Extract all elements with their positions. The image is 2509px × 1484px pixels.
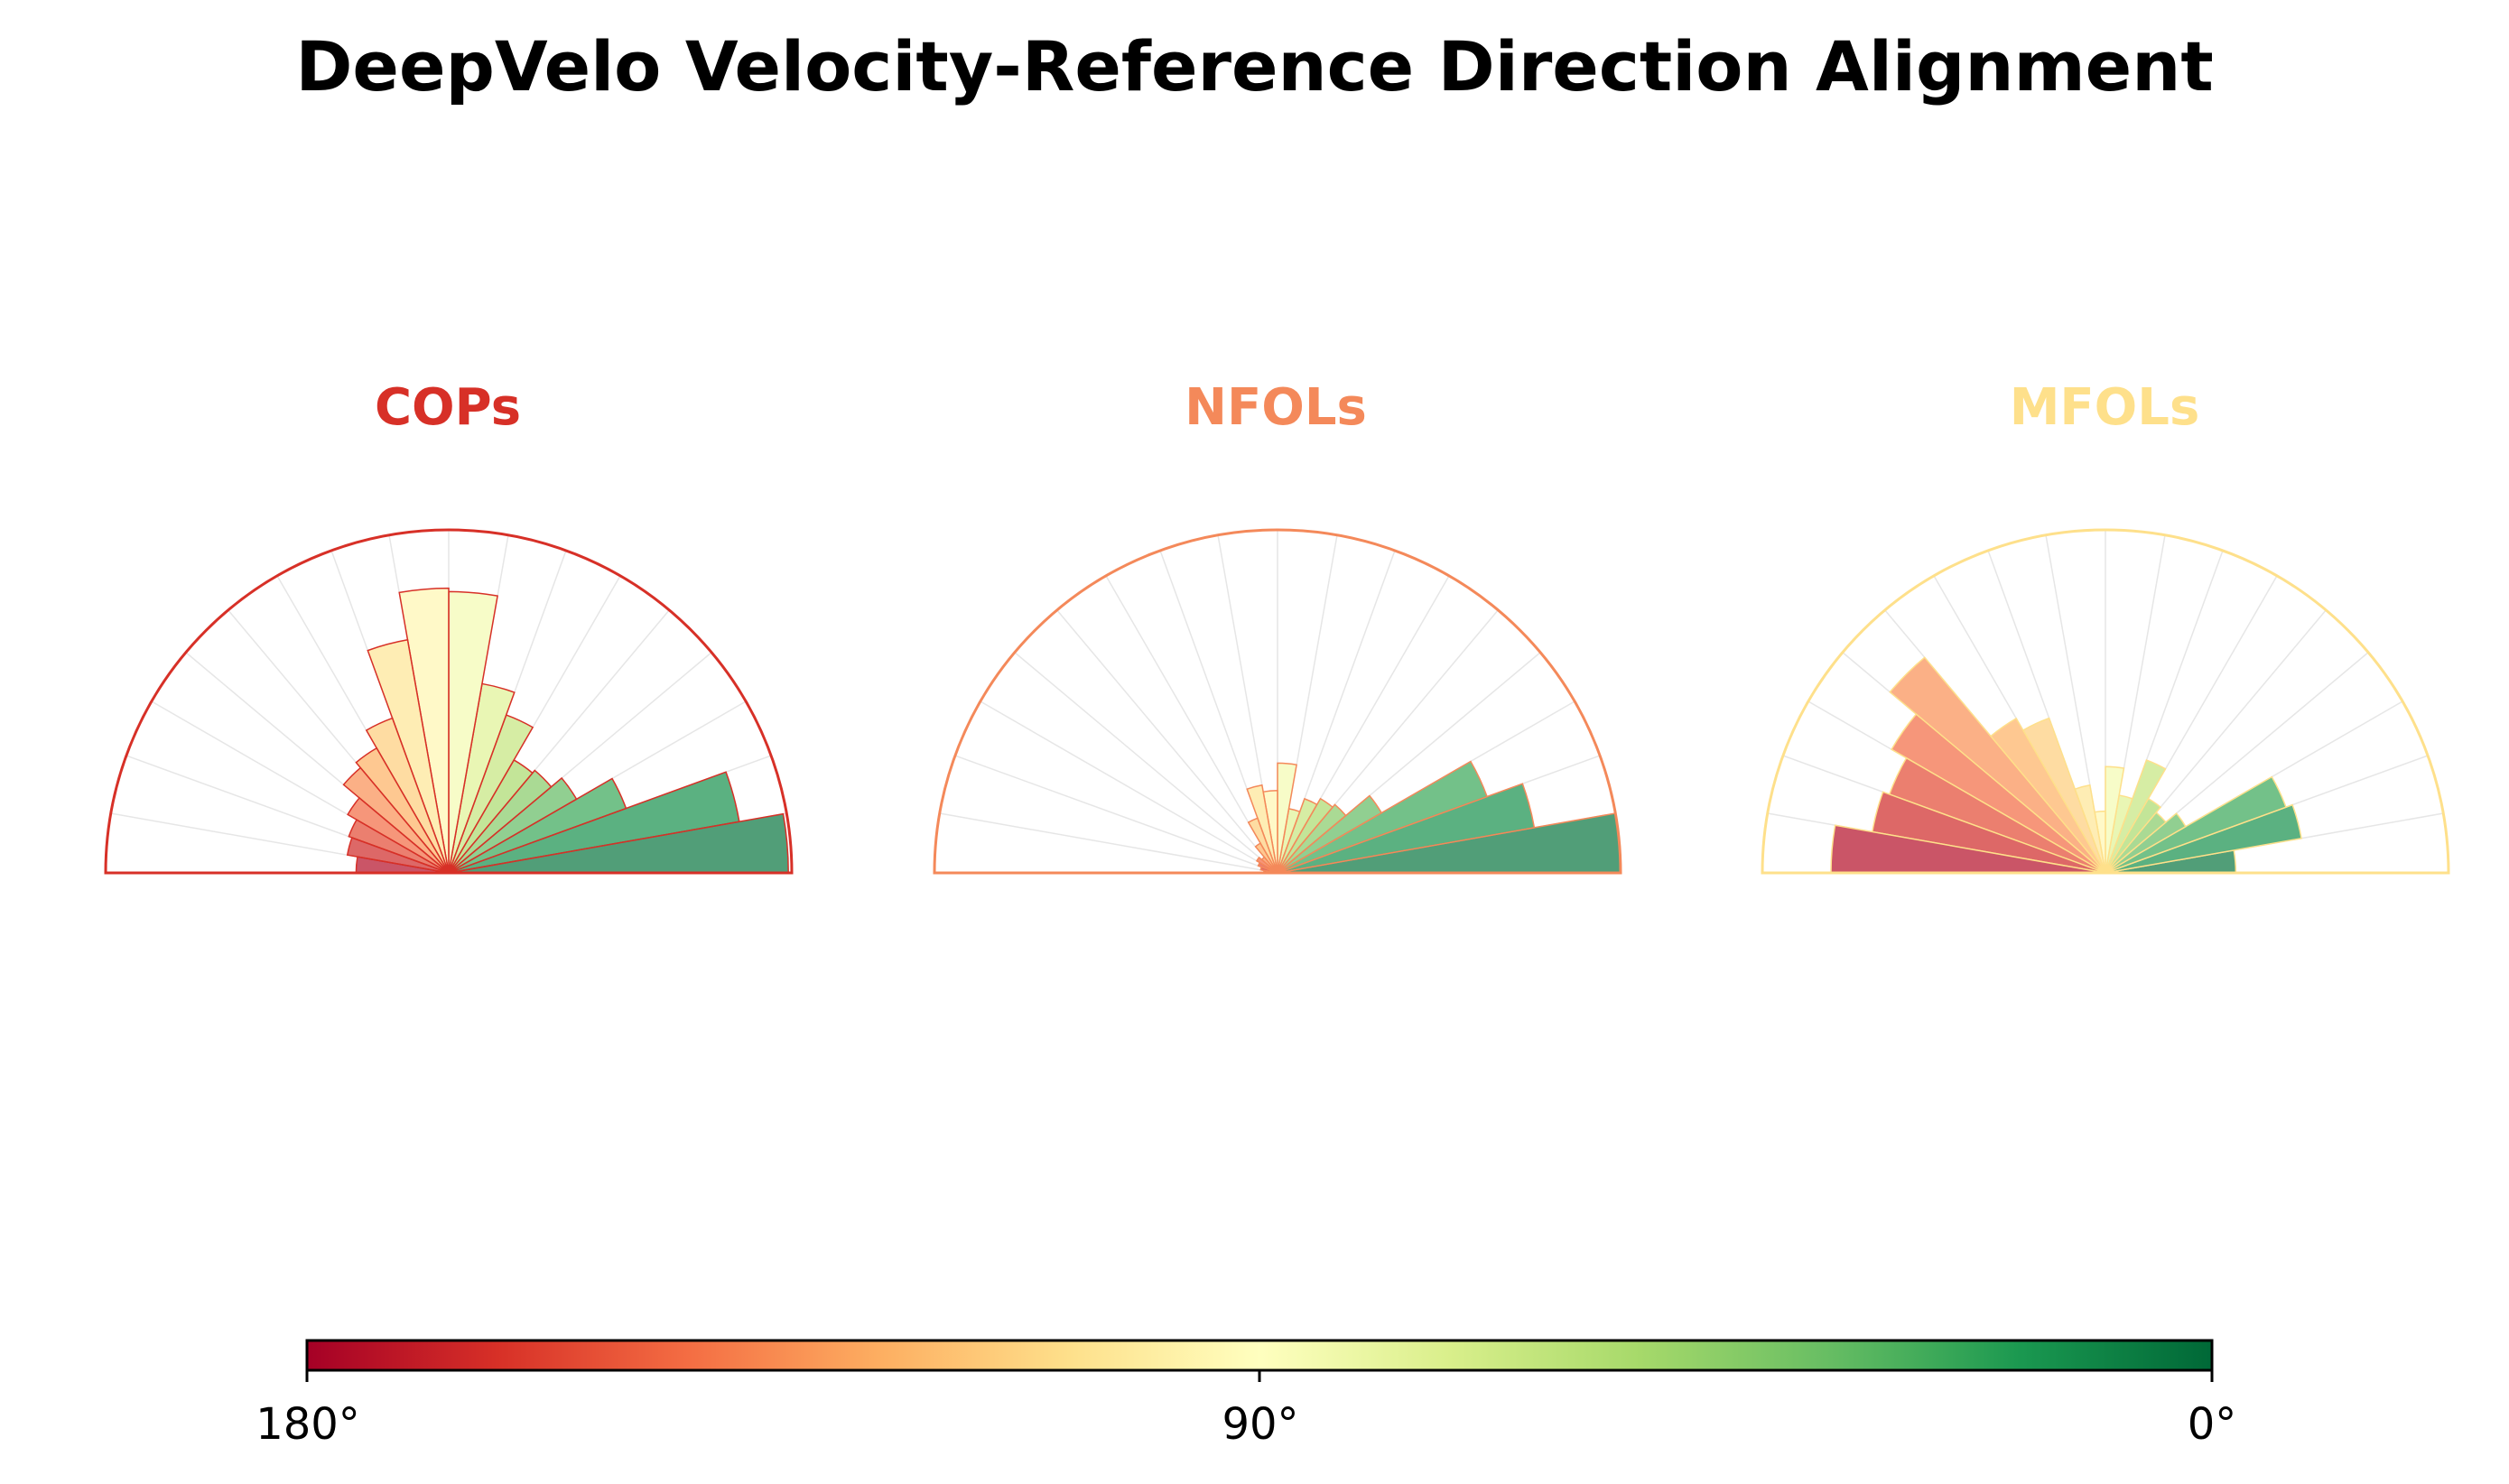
figure-title: DeepVelo Velocity-Reference Direction Al… <box>295 26 2214 107</box>
rose-bar <box>1277 797 1318 874</box>
colorbar-tick-label-90: 90° <box>1222 1399 1299 1450</box>
rose-bar <box>1277 762 1297 874</box>
rose-bar <box>448 776 578 874</box>
rose-bar <box>348 819 450 874</box>
rose-bar <box>1277 760 1489 874</box>
rose-bar <box>448 771 740 874</box>
colorbar <box>305 1339 2214 1382</box>
rose-panel-cops <box>104 528 794 875</box>
angular-grid-line <box>1056 609 1278 874</box>
rose-bar <box>1257 861 1278 874</box>
rose-bar <box>355 747 450 874</box>
rose-bar <box>1277 803 1347 874</box>
colorbar-tick-label-180: 180° <box>256 1399 360 1450</box>
rose-bar <box>347 796 450 874</box>
angular-grid-line <box>939 812 1278 874</box>
rose-bar <box>1259 866 1278 874</box>
panel-title-cops: COPs <box>374 378 522 437</box>
rose-bar <box>2105 759 2167 874</box>
rose-bar <box>448 769 553 874</box>
polar-frame <box>1761 528 2450 875</box>
rose-bar <box>2105 812 2187 874</box>
rose-panel-mfols <box>1761 528 2450 875</box>
angular-grid-line <box>980 700 1278 874</box>
rose-bar <box>346 837 450 874</box>
colorbar-gradient <box>305 1339 2214 1372</box>
polar-frame <box>104 528 794 875</box>
rose-bar <box>342 766 450 874</box>
polar-frame <box>933 528 1622 875</box>
rose-bar <box>448 777 627 874</box>
rose-bar <box>1277 794 1383 874</box>
rose-bar <box>1277 797 1334 874</box>
rose-bar <box>2105 765 2125 874</box>
angular-grid-line <box>1014 652 1278 874</box>
rose-panel-nfols <box>933 528 1622 875</box>
rose-bar <box>2105 775 2287 874</box>
rose-bar <box>1889 656 2106 874</box>
rose-bar <box>367 638 450 874</box>
angular-grid-line <box>954 755 1278 874</box>
rose-bar <box>1277 783 1536 874</box>
panel-title-nfols: NFOLs <box>1185 378 1367 437</box>
panel-title-mfols: MFOLs <box>2009 378 2200 437</box>
rose-bar <box>2105 803 2302 874</box>
rose-bar <box>1891 713 2106 874</box>
colorbar-tick-label-0: 0° <box>2187 1399 2237 1450</box>
rose-bar <box>365 717 450 874</box>
rose-bar <box>1255 856 1278 874</box>
